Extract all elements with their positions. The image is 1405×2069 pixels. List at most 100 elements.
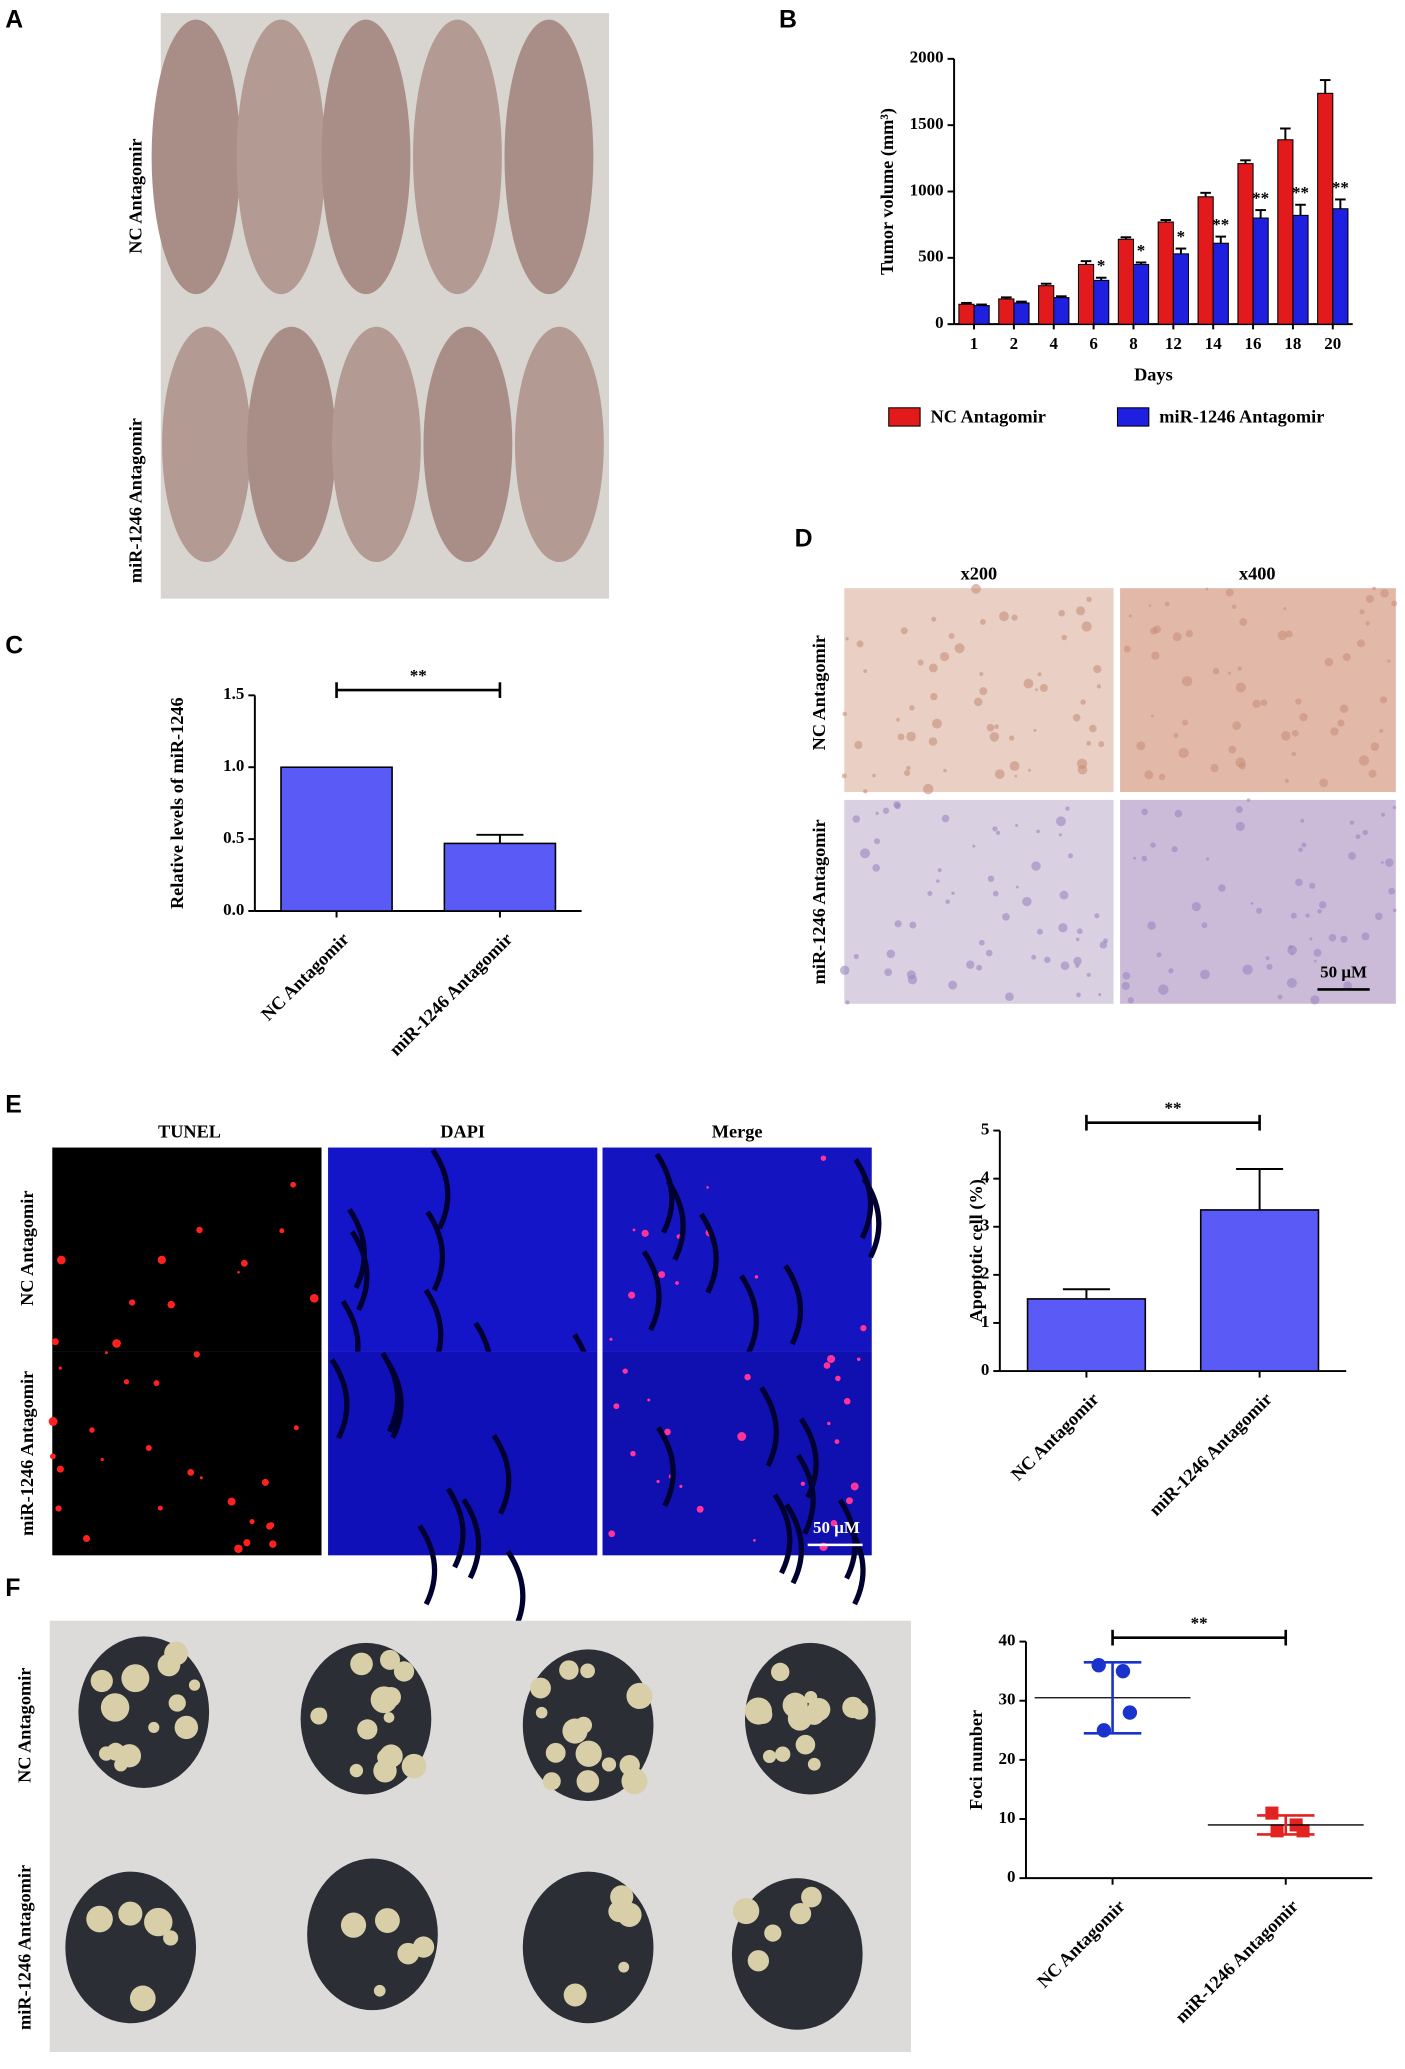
micrograph — [844, 588, 1114, 793]
point — [1265, 1806, 1279, 1820]
point — [1122, 1705, 1138, 1720]
gap — [853, 1158, 874, 1240]
texture — [1290, 912, 1297, 919]
texture — [1212, 667, 1220, 675]
texture — [1151, 651, 1160, 660]
texture — [842, 711, 847, 717]
texture — [863, 789, 868, 794]
texture — [1185, 629, 1194, 638]
signal — [744, 1373, 751, 1381]
texture — [1239, 618, 1248, 626]
gap — [796, 1453, 816, 1535]
nodule — [617, 1902, 642, 1927]
fluorescence-image — [602, 1147, 872, 1352]
signal — [123, 1379, 130, 1385]
nodule — [801, 1886, 822, 1908]
nodule — [575, 1740, 602, 1767]
texture — [1313, 948, 1322, 957]
signal — [266, 1522, 274, 1530]
mouse — [321, 19, 411, 295]
signal — [609, 1337, 613, 1341]
texture — [1379, 696, 1388, 704]
texture — [1098, 741, 1105, 748]
texture — [1033, 728, 1037, 733]
signal — [261, 1478, 269, 1486]
texture — [1392, 805, 1397, 810]
texture — [1103, 938, 1108, 944]
texture — [1044, 956, 1051, 964]
signal — [279, 1228, 285, 1234]
signal — [632, 1228, 636, 1232]
x-tick-label: 1 — [970, 334, 979, 353]
texture — [1333, 969, 1338, 973]
texture — [1058, 609, 1066, 617]
texture — [1365, 594, 1374, 603]
texture — [1164, 601, 1170, 607]
texture — [986, 723, 995, 732]
texture — [1368, 769, 1377, 778]
scale-bar-label: 50 μM — [1320, 963, 1367, 982]
legend-label: miR-1246 Antagomir — [1159, 406, 1324, 426]
texture — [1313, 959, 1317, 963]
signal — [234, 1544, 243, 1553]
texture — [994, 769, 1005, 779]
nodule — [129, 1985, 156, 2012]
texture — [1136, 741, 1146, 751]
texture — [1014, 774, 1018, 778]
texture — [1285, 630, 1293, 638]
texture — [1076, 928, 1083, 935]
texture — [1299, 713, 1308, 722]
texture — [1036, 928, 1043, 935]
texture — [845, 637, 849, 641]
gap — [505, 1549, 526, 1631]
texture — [1076, 758, 1088, 769]
column-label: DAPI — [440, 1121, 485, 1141]
signal — [240, 1259, 248, 1267]
texture — [872, 864, 880, 872]
significance: ** — [410, 666, 427, 685]
texture — [1065, 806, 1070, 811]
bar — [1199, 1209, 1320, 1372]
signal — [196, 1226, 203, 1234]
gap — [417, 1524, 438, 1606]
texture — [1058, 923, 1068, 933]
texture — [971, 583, 981, 594]
texture — [1237, 666, 1242, 671]
nodule — [747, 1950, 770, 1972]
signal — [129, 1299, 136, 1306]
texture — [1358, 755, 1370, 766]
texture — [1227, 671, 1232, 675]
texture — [1174, 809, 1183, 818]
texture — [1375, 912, 1383, 921]
signal — [293, 1425, 299, 1431]
texture — [928, 663, 938, 673]
nodule — [621, 1768, 648, 1795]
legend-swatch — [1116, 407, 1150, 427]
texture — [1015, 823, 1019, 827]
texture — [1381, 812, 1386, 817]
texture — [1076, 606, 1086, 616]
nodule — [349, 1763, 364, 1778]
texture — [1309, 882, 1316, 889]
nodule — [118, 1901, 143, 1926]
y-tick-label: 1.0 — [223, 756, 244, 775]
nodule — [164, 1641, 189, 1666]
signal — [199, 1476, 203, 1480]
gap — [430, 1148, 451, 1230]
texture — [845, 1000, 850, 1005]
significance: ** — [1252, 189, 1269, 208]
texture — [1340, 935, 1348, 943]
mouse — [504, 19, 594, 295]
texture — [1290, 952, 1294, 956]
signal — [860, 1325, 867, 1332]
nodule — [850, 1702, 869, 1720]
texture — [945, 899, 950, 905]
texture — [1148, 604, 1152, 607]
texture — [1330, 727, 1339, 736]
signal — [675, 1281, 679, 1285]
lung — [522, 1871, 654, 2024]
nodule — [762, 1749, 777, 1763]
texture — [1128, 614, 1132, 618]
signal — [679, 1484, 683, 1488]
nodule — [188, 1679, 201, 1691]
